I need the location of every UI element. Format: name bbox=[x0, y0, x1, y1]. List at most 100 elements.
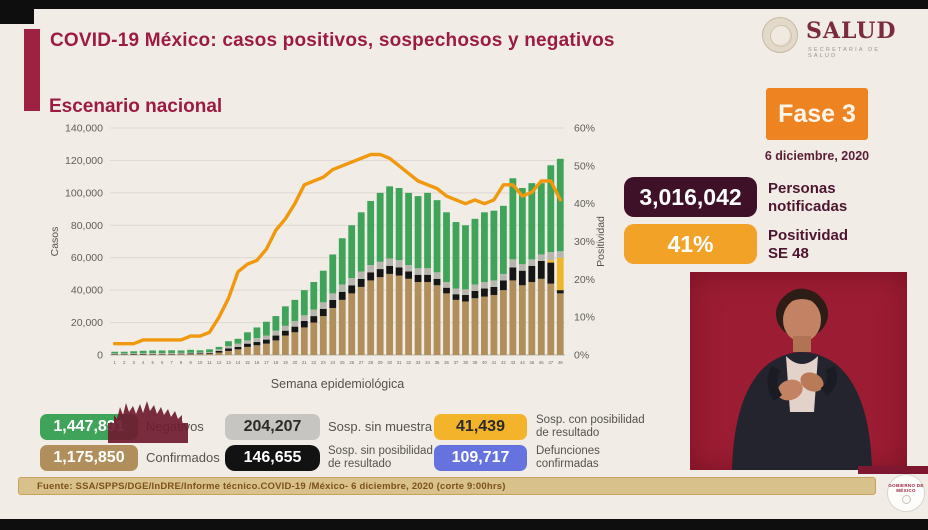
castle-watermark-icon bbox=[108, 401, 188, 443]
stacked-bar-segment bbox=[424, 274, 431, 283]
stacked-bar-segment bbox=[206, 352, 213, 353]
stacked-bar-segment bbox=[120, 353, 128, 355]
stacked-bar-segment bbox=[556, 257, 564, 291]
legend-box-sosp-sin-posibilidad: 146,655 bbox=[225, 445, 320, 471]
x-axis-tick: 32 bbox=[406, 360, 411, 365]
stacked-bar-segment bbox=[177, 352, 185, 354]
stacked-bar-segment bbox=[490, 286, 498, 296]
stacked-bar-segment bbox=[528, 183, 536, 260]
x-axis-tick: 43 bbox=[510, 360, 515, 365]
x-axis-tick: 9 bbox=[189, 360, 192, 365]
stacked-bar-segment bbox=[357, 212, 365, 272]
x-axis-tick: 29 bbox=[378, 360, 383, 365]
y-axis-tick-left: 40,000 bbox=[71, 285, 103, 297]
stacked-bar-segment bbox=[528, 282, 536, 355]
stacked-bar-segment bbox=[509, 178, 517, 260]
stacked-bar-segment bbox=[158, 353, 166, 354]
stacked-bar-segment bbox=[310, 322, 318, 355]
stacked-bar-segment bbox=[547, 262, 555, 284]
stacked-bar-segment bbox=[329, 254, 337, 294]
x-axis-tick: 21 bbox=[302, 360, 307, 365]
video-edge-strip bbox=[858, 466, 928, 474]
stacked-bar-segment bbox=[120, 351, 128, 354]
stacked-bar-segment bbox=[481, 282, 488, 289]
y-axis-label-left: Casos bbox=[49, 227, 61, 257]
stacked-bar-segment bbox=[443, 212, 450, 283]
x-axis-tick: 38 bbox=[463, 360, 468, 365]
x-axis-tick: 16 bbox=[255, 360, 260, 365]
y-axis-tick-right: 10% bbox=[574, 312, 595, 324]
stacked-bar-segment bbox=[433, 278, 441, 286]
stacked-bar-segment bbox=[405, 278, 412, 355]
stacked-bar-segment bbox=[130, 353, 138, 355]
stacked-bar-segment bbox=[424, 268, 431, 275]
stacked-bar-segment bbox=[263, 335, 270, 340]
letterbox-top-notch bbox=[0, 0, 34, 24]
stacked-bar-segment bbox=[386, 186, 394, 259]
stacked-bar-segment bbox=[291, 326, 299, 333]
x-axis-tick: 15 bbox=[245, 360, 250, 365]
stacked-bar-segment bbox=[357, 286, 365, 355]
x-axis-tick: 14 bbox=[236, 360, 241, 365]
stacked-bar-segment bbox=[139, 350, 147, 354]
stacked-bar-segment bbox=[253, 342, 261, 346]
x-axis-tick: 41 bbox=[492, 360, 497, 365]
stacked-bar-segment bbox=[272, 340, 280, 355]
stacked-bar-segment bbox=[225, 346, 232, 349]
legend-label-confirmados: Confirmados bbox=[146, 450, 220, 465]
report-date: 6 diciembre, 2020 bbox=[764, 149, 870, 163]
stacked-bar-segment bbox=[481, 212, 488, 283]
stacked-bar-segment bbox=[196, 353, 204, 355]
stacked-bar-segment bbox=[386, 273, 394, 355]
legend-label-sosp-sin-muestra: Sosp. sin muestra bbox=[328, 419, 433, 434]
stacked-bar-segment bbox=[537, 278, 545, 355]
stacked-bar-segment bbox=[414, 274, 422, 283]
salud-wordmark: SALUD bbox=[806, 18, 897, 44]
page-title: COVID-19 México: casos positivos, sospec… bbox=[50, 30, 615, 51]
stacked-bar-segment bbox=[556, 290, 564, 294]
stacked-bar-segment bbox=[244, 346, 251, 355]
x-axis-tick: 34 bbox=[425, 360, 430, 365]
stacked-bar-segment bbox=[225, 348, 232, 351]
stacked-bar-segment bbox=[462, 301, 469, 355]
positivity-label: Positividad SE 48 bbox=[768, 227, 849, 262]
stacked-bar-segment bbox=[433, 285, 441, 355]
notified-count-label: Personas notificadas bbox=[768, 180, 848, 215]
stacked-bar-segment bbox=[367, 200, 375, 266]
stacked-bar-segment bbox=[405, 271, 412, 279]
salud-logo: SALUD SECRETARÍA DE SALUD bbox=[758, 14, 908, 62]
stacked-bar-segment bbox=[281, 306, 289, 326]
stacked-bar-segment bbox=[263, 339, 270, 344]
stacked-bar-segment bbox=[367, 265, 375, 273]
stacked-bar-segment bbox=[452, 222, 460, 289]
stacked-bar-segment bbox=[177, 350, 185, 353]
x-axis-tick: 45 bbox=[529, 360, 534, 365]
x-axis-tick: 19 bbox=[283, 360, 288, 365]
stacked-bar-segment bbox=[300, 320, 308, 328]
x-axis-tick: 39 bbox=[473, 360, 478, 365]
stacked-bar-segment bbox=[177, 354, 185, 355]
stacked-bar-segment bbox=[300, 315, 308, 321]
stacked-bar-segment bbox=[291, 332, 299, 355]
stacked-bar-segment bbox=[215, 349, 223, 351]
stacked-bar-segment bbox=[187, 352, 194, 354]
stacked-bar-segment bbox=[263, 343, 270, 355]
stacked-bar-segment bbox=[537, 254, 545, 261]
stacked-bar-segment bbox=[253, 345, 261, 355]
stacked-bar-segment bbox=[499, 273, 507, 281]
x-axis-tick: 24 bbox=[330, 360, 335, 365]
legend-box-defunciones: 109,717 bbox=[434, 445, 527, 471]
stacked-bar-segment bbox=[253, 337, 261, 343]
phase-badge: Fase 3 bbox=[766, 88, 868, 140]
x-axis-tick: 42 bbox=[501, 360, 506, 365]
y-axis-tick-left: 60,000 bbox=[71, 252, 103, 264]
title-accent-bar bbox=[24, 29, 40, 111]
legend-label-sosp-sin-posibilidad: Sosp. sin posibilidad de resultado bbox=[328, 445, 433, 470]
stacked-bar-segment bbox=[338, 238, 346, 285]
stacked-bar-segment bbox=[234, 343, 242, 347]
salud-subtext: SECRETARÍA DE SALUD bbox=[808, 47, 881, 59]
stacked-bar-segment bbox=[234, 338, 242, 344]
x-axis-tick: 44 bbox=[520, 360, 525, 365]
stacked-bar-segment bbox=[139, 353, 147, 355]
gobierno-mexico-text: GOBIERNO DE MÉXICO bbox=[888, 482, 924, 493]
